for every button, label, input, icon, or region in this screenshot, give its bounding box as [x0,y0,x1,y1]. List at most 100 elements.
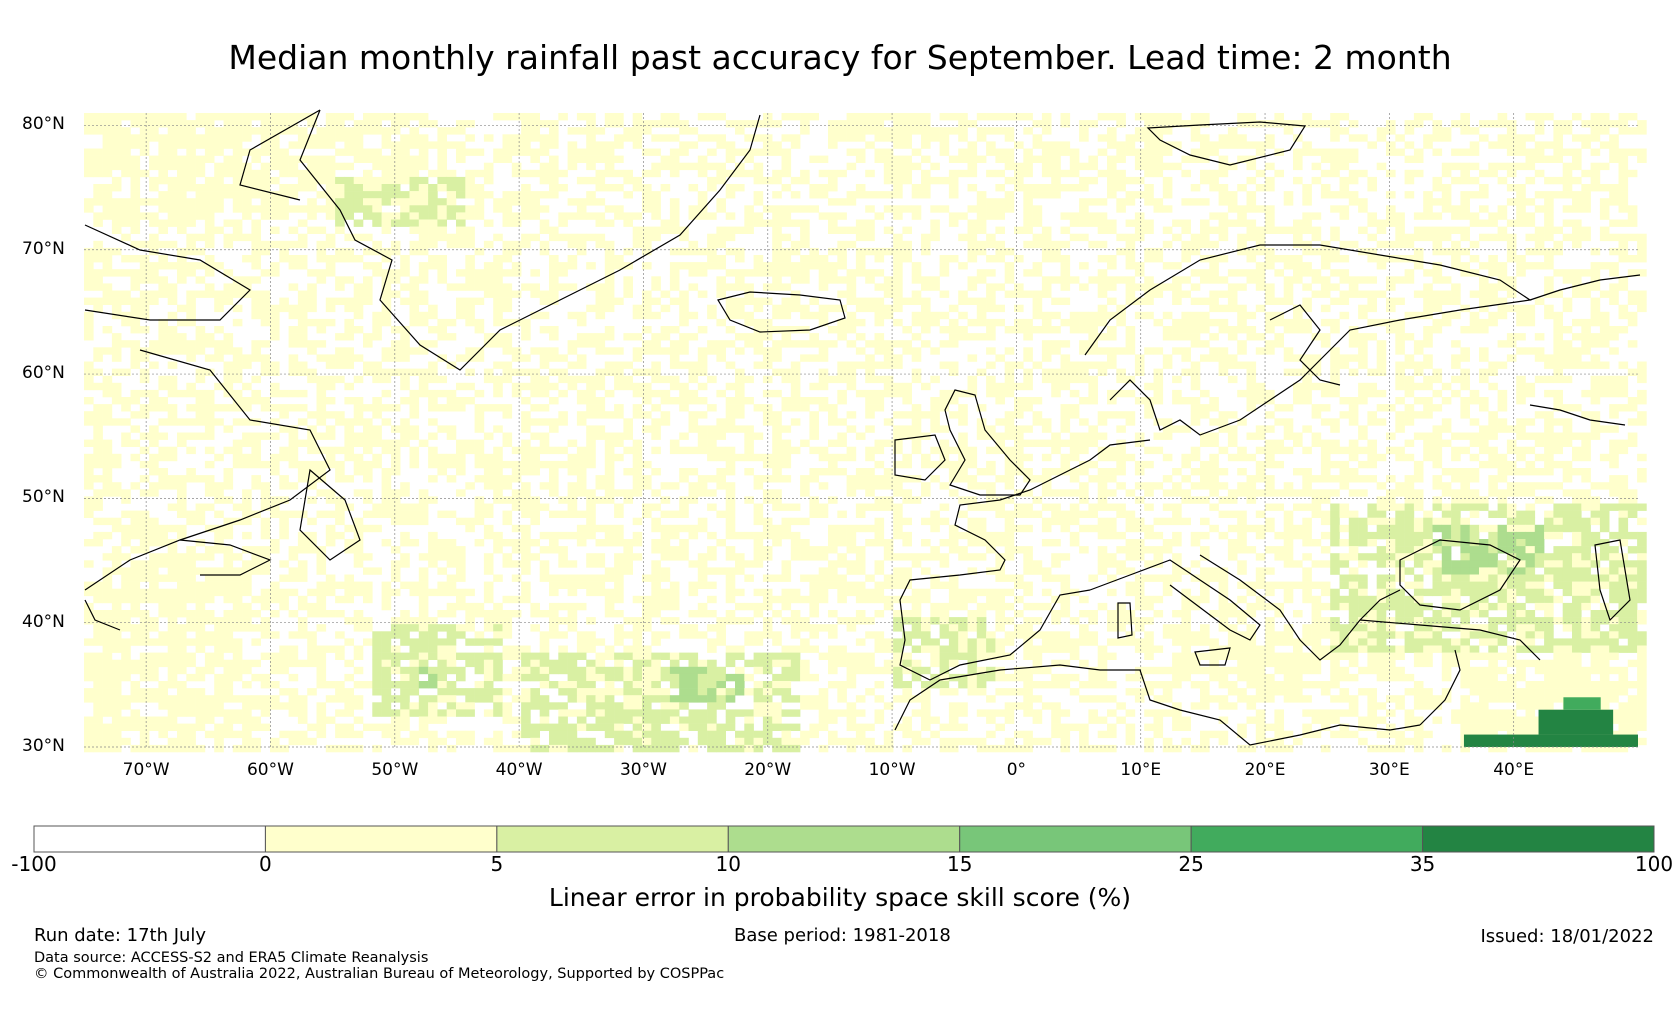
skill-cell [1581,269,1591,277]
skill-cell [1562,297,1573,305]
skill-cell [214,354,224,362]
skill-cell [1293,162,1303,171]
skill-cell [576,340,587,348]
skill-cell [567,141,578,149]
skill-cell [102,247,113,256]
skill-cell [1432,276,1443,284]
skill-cell [232,283,243,291]
skill-cell [576,148,587,156]
skill-cell [381,212,392,220]
skill-cell [958,120,968,128]
skill-cell [604,247,615,256]
skill-cell [1330,148,1340,156]
skill-cell [1097,347,1108,355]
skill-cell [586,389,596,398]
skill-cell [149,240,159,249]
skill-cell [1190,269,1201,277]
skill-cell [1200,219,1210,227]
skill-cell [846,411,857,419]
skill-cell [1209,439,1219,447]
skill-cell [1544,113,1554,121]
skill-cell [893,162,903,171]
skill-cell [1516,162,1526,171]
skill-cell [493,460,503,469]
skill-cell [521,496,531,504]
skill-cell [158,432,168,440]
skill-cell [679,290,689,298]
skill-cell [1144,162,1154,171]
skill-cell [381,198,392,206]
skill-cell [1618,148,1629,156]
skill-cell [1413,255,1424,263]
skill-cell [744,205,754,213]
skill-cell [93,219,103,227]
skill-cell [474,404,485,412]
skill-cell [837,389,847,398]
skill-cell [1413,347,1424,355]
skill-cell [502,141,513,149]
skill-cell [735,347,745,355]
skill-cell [428,311,438,320]
skill-cell [325,255,336,263]
skill-cell [735,283,745,291]
skill-cell [1404,489,1415,497]
skill-cell [948,397,959,405]
skill-cell [632,475,643,483]
skill-cell [1386,432,1396,440]
skill-cell [446,453,457,462]
skill-cell [558,233,568,242]
skill-cell [725,226,736,234]
skill-cell [1432,432,1443,440]
skill-cell [1460,375,1470,384]
skill-cell [1441,198,1452,206]
skill-cell [855,361,866,369]
skill-cell [707,375,717,384]
skill-cell [474,198,485,206]
skill-cell [1516,255,1526,263]
skill-cell [418,134,429,142]
skill-cell [1218,318,1229,327]
skill-cell [483,283,494,291]
skill-cell [1590,340,1601,348]
skill-cell [1097,411,1108,419]
skill-cell [130,340,141,348]
skill-cell [521,283,531,291]
skill-cell [1274,297,1284,305]
skill-cell [390,404,401,412]
skill-cell [948,255,959,263]
skill-cell [1172,318,1182,327]
skill-cell [1227,290,1238,298]
skill-cell [1311,212,1322,220]
skill-cell [186,141,196,149]
skill-cell [679,311,689,320]
skill-cell [149,432,159,440]
skill-cell [335,503,345,511]
skill-cell [1181,311,1191,320]
skill-cell [502,333,513,341]
skill-cell [279,247,289,256]
skill-cell [707,134,717,142]
skill-cell [232,276,243,284]
skill-cell [242,198,252,206]
skill-cell [809,354,819,362]
skill-cell [958,439,968,447]
skill-cell [1451,475,1461,483]
skill-cell [149,290,159,298]
skill-cell [446,397,457,405]
skill-cell [288,141,299,149]
skill-cell [93,283,103,291]
skill-cell [1609,503,1619,511]
skill-cell [418,240,429,249]
skill-cell [344,141,354,149]
skill-cell [1367,318,1377,327]
skill-cell [1413,233,1424,242]
skill-cell [1451,361,1461,369]
skill-cell [1088,375,1098,384]
skill-cell [874,255,885,263]
skill-cell [1404,439,1415,447]
skill-cell [139,134,150,142]
skill-cell [288,169,299,178]
skill-cell [465,347,475,355]
skill-cell [576,247,587,256]
skill-cell [1014,176,1024,185]
